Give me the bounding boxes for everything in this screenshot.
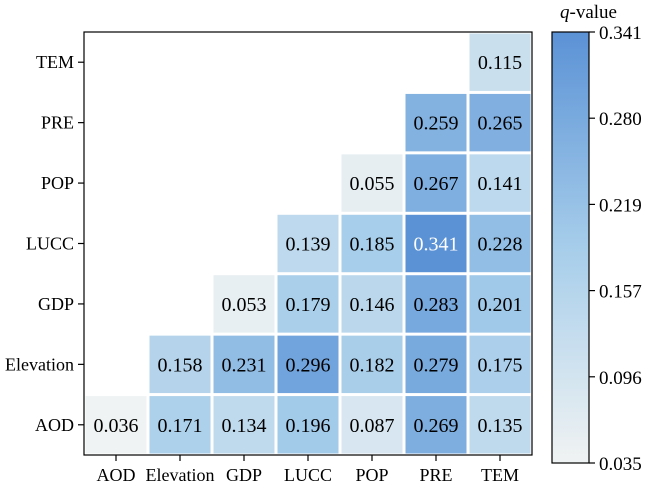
cells-layer: 0.115 0.259 0.265 0.055 0.267 0.141 0.139 0.185…	[85, 33, 531, 454]
heatmap-cell-pre-pre	[405, 93, 467, 152]
cell-value-label: 0.175	[478, 354, 523, 376]
cell-value-label: 0.269	[414, 415, 459, 437]
heatmap-cell-tem-tem	[469, 33, 531, 91]
heatmap-cell-gdp-pre	[405, 275, 467, 333]
colorbar: 0.341 0.280 0.219 0.157 0.096 0.035 q-value	[551, 2, 642, 475]
colorbar-tick-label: 0.341	[599, 23, 642, 44]
heatmap-cell-aod-lucc	[277, 396, 339, 454]
cell-value-label: 0.196	[286, 415, 331, 437]
heatmap-cell-aod-tem	[469, 396, 531, 454]
x-tick-label-aod: AOD	[97, 465, 136, 485]
heatmap-cell-gdp-lucc	[277, 275, 339, 333]
cell-value-label: 0.296	[286, 354, 331, 376]
y-tick-label-gdp: GDP	[38, 294, 74, 314]
x-tick-label-tem: TEM	[481, 465, 519, 485]
x-axis: AOD Elevation GDP LUCC POP PRE TEM	[97, 455, 519, 485]
cell-value-label: 0.053	[222, 294, 267, 316]
y-tick-label-lucc: LUCC	[26, 234, 74, 254]
heatmap-cell-elevation-elevation	[149, 335, 211, 394]
colorbar-tick-label: 0.219	[599, 195, 642, 216]
cell-value-label: 0.265	[478, 113, 523, 135]
heatmap-cell-aod-elevation	[149, 396, 211, 454]
cell-value-label: 0.134	[222, 415, 267, 437]
cell-value-label: 0.341	[414, 234, 459, 256]
colorbar-title-variable: q	[560, 2, 570, 23]
heatmap-cell-aod-aod	[85, 396, 147, 454]
heatmap-cell-pop-pre	[405, 154, 467, 212]
cell-value-label: 0.055	[350, 173, 395, 195]
cell-value-label: 0.231	[222, 354, 267, 376]
heatmap-cell-elevation-lucc	[277, 335, 339, 394]
y-tick-label-pre: PRE	[41, 113, 74, 133]
cell-value-label: 0.283	[414, 294, 459, 316]
cell-value-label: 0.171	[158, 415, 203, 437]
cell-value-label: 0.182	[350, 354, 395, 376]
heatmap-cell-aod-pre	[405, 396, 467, 454]
y-tick-label-pop: POP	[41, 173, 74, 193]
x-tick-label-pop: POP	[355, 465, 388, 485]
heatmap-cell-pre-tem	[469, 93, 531, 152]
y-tick-label-aod: AOD	[35, 415, 74, 435]
colorbar-tick-label: 0.096	[599, 368, 642, 389]
cell-value-label: 0.115	[478, 52, 522, 74]
heatmap-cell-elevation-gdp	[213, 335, 275, 394]
heatmap-cell-lucc-tem	[469, 214, 531, 273]
y-tick-label-elevation: Elevation	[5, 354, 74, 374]
cell-value-label: 0.228	[478, 234, 523, 256]
heatmap-cell-gdp-tem	[469, 275, 531, 333]
y-tick-label-tem: TEM	[36, 52, 74, 72]
colorbar-tick-label: 0.157	[599, 282, 642, 303]
cell-value-label: 0.201	[478, 294, 523, 316]
colorbar-title-suffix: -value	[570, 2, 617, 23]
heatmap-cell-pop-pop	[341, 154, 403, 212]
colorbar-tick-label: 0.035	[599, 454, 642, 475]
colorbar-title: q-value	[560, 2, 617, 23]
x-tick-label-elevation: Elevation	[146, 465, 215, 485]
heatmap-cell-lucc-lucc	[277, 214, 339, 273]
cell-value-label: 0.185	[350, 234, 395, 256]
cell-value-label: 0.087	[350, 415, 395, 437]
cell-value-label: 0.267	[414, 173, 459, 195]
heatmap-cell-elevation-tem	[469, 335, 531, 394]
heatmap-cell-elevation-pre	[405, 335, 467, 394]
heatmap-cell-gdp-pop	[341, 275, 403, 333]
cell-value-label: 0.179	[286, 294, 331, 316]
cell-value-label: 0.158	[158, 354, 203, 376]
x-tick-label-lucc: LUCC	[284, 465, 332, 485]
colorbar-tick-label: 0.280	[599, 109, 642, 130]
heatmap-cell-aod-pop	[341, 396, 403, 454]
cell-value-label: 0.141	[478, 173, 523, 195]
y-axis: TEM PRE POP LUCC GDP Elevation AOD	[5, 52, 84, 435]
colorbar-gradient	[551, 31, 590, 464]
cell-value-label: 0.279	[414, 354, 459, 376]
cell-value-label: 0.259	[414, 113, 459, 135]
heatmap-cell-aod-gdp	[213, 396, 275, 454]
heatmap-cell-lucc-pop	[341, 214, 403, 273]
heatmap-cell-lucc-pre	[405, 214, 467, 273]
cell-value-label: 0.135	[478, 415, 523, 437]
cell-value-label: 0.036	[94, 415, 139, 437]
x-tick-label-pre: PRE	[419, 465, 452, 485]
heatmap-cell-pop-tem	[469, 154, 531, 212]
heatmap-cell-elevation-pop	[341, 335, 403, 394]
x-tick-label-gdp: GDP	[226, 465, 262, 485]
cell-value-label: 0.146	[350, 294, 395, 316]
cell-value-label: 0.139	[286, 234, 331, 256]
heatmap-cell-gdp-gdp	[213, 275, 275, 333]
